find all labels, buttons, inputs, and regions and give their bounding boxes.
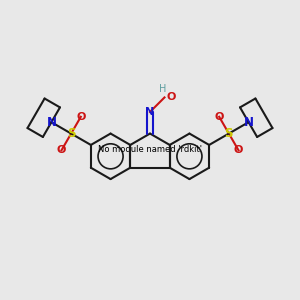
Text: S: S	[67, 127, 75, 140]
Text: No module named 'rdkit': No module named 'rdkit'	[98, 146, 202, 154]
Text: O: O	[76, 112, 86, 122]
Text: N: N	[244, 116, 254, 129]
Text: H: H	[159, 84, 167, 94]
Text: N: N	[46, 116, 56, 129]
Text: N: N	[146, 107, 154, 117]
Text: O: O	[234, 145, 243, 155]
Text: O: O	[166, 92, 176, 102]
Text: O: O	[214, 112, 224, 122]
Text: S: S	[225, 127, 233, 140]
Text: O: O	[57, 145, 66, 155]
